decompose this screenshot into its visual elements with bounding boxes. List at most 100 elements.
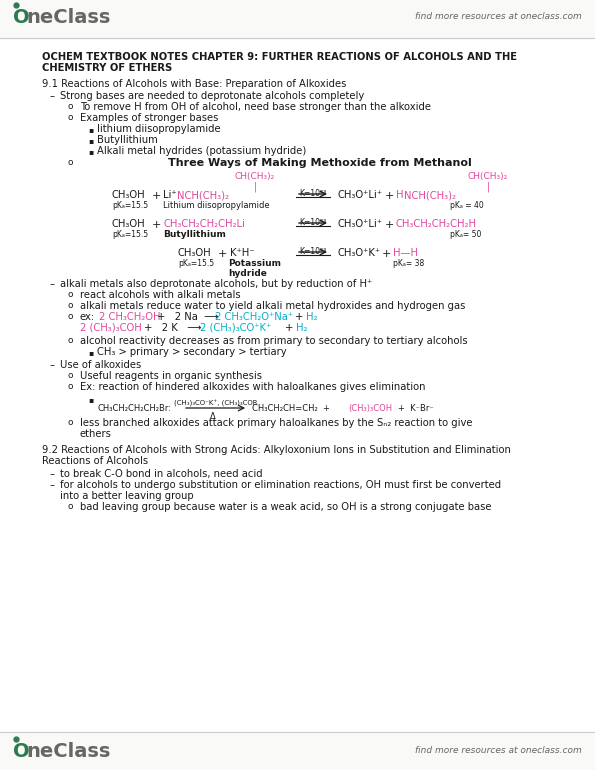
Text: Butyllithium: Butyllithium — [97, 135, 158, 145]
Text: 9.2 Reactions of Alcohols with Strong Acids: Alkyloxonium Ions in Substitution a: 9.2 Reactions of Alcohols with Strong Ac… — [42, 445, 511, 455]
Text: 2 (CH₃)₃COH: 2 (CH₃)₃COH — [80, 323, 142, 333]
Text: K=10²³: K=10²³ — [299, 247, 327, 256]
Text: CH₃O⁺Li⁺: CH₃O⁺Li⁺ — [338, 219, 383, 229]
Text: –: – — [50, 480, 55, 490]
Text: CH₃OH: CH₃OH — [112, 190, 146, 200]
Text: 2 CH₃CH₂OH: 2 CH₃CH₂OH — [99, 312, 161, 322]
Text: ▪: ▪ — [88, 125, 93, 134]
Text: K=10²³: K=10²³ — [299, 218, 327, 227]
Text: Δ: Δ — [210, 412, 216, 421]
Text: CH₃OH: CH₃OH — [178, 248, 212, 258]
Text: Butyllithium: Butyllithium — [163, 230, 226, 239]
Text: pKₐ= 38: pKₐ= 38 — [393, 259, 424, 268]
Text: o: o — [68, 301, 74, 310]
Text: CH₃CH₂CH=CH₂  +: CH₃CH₂CH=CH₂ + — [252, 404, 330, 413]
Text: o: o — [68, 371, 74, 380]
Text: pKₐ = 40: pKₐ = 40 — [450, 201, 484, 210]
Text: Li⁺: Li⁺ — [163, 190, 177, 200]
Text: ethers: ethers — [80, 429, 112, 439]
Text: CH₃CH₂CH₂CH₂Br:: CH₃CH₂CH₂CH₂Br: — [97, 404, 171, 413]
Text: ▪: ▪ — [88, 348, 93, 357]
Text: CH₃O⁺K⁺: CH₃O⁺K⁺ — [338, 248, 381, 258]
Text: less branched alkoxides attack primary haloalkanes by the Sₙ₂ reaction to give: less branched alkoxides attack primary h… — [80, 418, 472, 428]
Text: –: – — [50, 91, 55, 101]
Text: o: o — [68, 382, 74, 391]
Text: Strong bases are needed to deprotonate alcohols completely: Strong bases are needed to deprotonate a… — [60, 91, 364, 101]
Text: CH₃ > primary > secondary > tertiary: CH₃ > primary > secondary > tertiary — [97, 347, 287, 357]
Text: o: o — [68, 102, 74, 111]
Text: o: o — [68, 290, 74, 299]
Text: CH₃CH₂CH₂CH₂H: CH₃CH₂CH₂CH₂H — [396, 219, 477, 229]
Text: pKₐ=15.5: pKₐ=15.5 — [112, 230, 148, 239]
Text: (CH₃)₃CO⁻K⁺, (CH₃)₃COR: (CH₃)₃CO⁻K⁺, (CH₃)₃COR — [174, 400, 258, 407]
Text: pKₐ=15.5: pKₐ=15.5 — [178, 259, 214, 268]
Text: lithium diisopropylamide: lithium diisopropylamide — [97, 124, 221, 134]
Text: Useful reagents in organic synthesis: Useful reagents in organic synthesis — [80, 371, 262, 381]
Text: Alkali metal hydrides (potassium hydride): Alkali metal hydrides (potassium hydride… — [97, 146, 306, 156]
Text: –: – — [50, 279, 55, 289]
Text: O: O — [13, 742, 30, 761]
Text: ▪: ▪ — [88, 395, 93, 404]
Text: alkali metals also deprotonate alcohols, but by reduction of H⁺: alkali metals also deprotonate alcohols,… — [60, 279, 372, 289]
Text: ▪: ▪ — [88, 147, 93, 156]
Text: Lithium diisopropylamide: Lithium diisopropylamide — [163, 201, 270, 210]
Text: |: | — [486, 181, 490, 192]
Text: 9.1 Reactions of Alcohols with Base: Preparation of Alkoxides: 9.1 Reactions of Alcohols with Base: Pre… — [42, 79, 346, 89]
Text: H₂: H₂ — [296, 323, 308, 333]
Text: into a better leaving group: into a better leaving group — [60, 491, 193, 501]
Text: H—H: H—H — [393, 248, 418, 258]
Text: K⁺H⁻: K⁺H⁻ — [230, 248, 255, 258]
Text: hydride: hydride — [228, 269, 267, 278]
Text: +: + — [382, 249, 392, 259]
Text: pKₐ= 50: pKₐ= 50 — [450, 230, 481, 239]
Text: Ex: reaction of hindered alkoxides with haloalkanes gives elimination: Ex: reaction of hindered alkoxides with … — [80, 382, 425, 392]
Text: CH₃CH₂CH₂CH₂Li: CH₃CH₂CH₂CH₂Li — [163, 219, 245, 229]
Text: ex:: ex: — [80, 312, 95, 322]
Text: CH₃OH: CH₃OH — [112, 219, 146, 229]
Text: +: + — [385, 191, 394, 201]
Text: o: o — [68, 418, 74, 427]
Text: bad leaving group because water is a weak acid, so OH is a strong conjugate base: bad leaving group because water is a wea… — [80, 502, 491, 512]
Text: o: o — [68, 158, 74, 167]
Text: Reactions of Alcohols: Reactions of Alcohols — [42, 456, 148, 466]
Text: +: + — [152, 220, 161, 230]
Text: Potassium: Potassium — [228, 259, 281, 268]
Text: neClass: neClass — [26, 8, 111, 27]
Text: H: H — [396, 190, 403, 200]
Text: +: + — [285, 323, 293, 333]
Text: NCH(CH₃)₂: NCH(CH₃)₂ — [177, 190, 229, 200]
Text: pKₐ=15.5: pKₐ=15.5 — [112, 201, 148, 210]
Text: find more resources at oneclass.com: find more resources at oneclass.com — [415, 12, 582, 21]
Text: NCH(CH₃)₂: NCH(CH₃)₂ — [404, 190, 456, 200]
Text: +: + — [152, 191, 161, 201]
Text: ▪: ▪ — [88, 136, 93, 145]
Text: 2 CH₃CH₂O⁺Na⁺: 2 CH₃CH₂O⁺Na⁺ — [215, 312, 293, 322]
Text: +: + — [295, 312, 303, 322]
Text: CH(CH₃)₂: CH(CH₃)₂ — [468, 172, 508, 181]
Text: react alcohols with alkali metals: react alcohols with alkali metals — [80, 290, 240, 300]
Text: o: o — [68, 113, 74, 122]
Text: –: – — [50, 360, 55, 370]
Text: +: + — [385, 220, 394, 230]
Text: CH₃O⁺Li⁺: CH₃O⁺Li⁺ — [338, 190, 383, 200]
Text: Use of alkoxides: Use of alkoxides — [60, 360, 141, 370]
Text: |: | — [253, 181, 256, 192]
Bar — [0, 0, 595, 38]
Text: To remove H from OH of alcohol, need base stronger than the alkoxide: To remove H from OH of alcohol, need bas… — [80, 102, 431, 112]
Text: alkali metals reduce water to yield alkali metal hydroxides and hydrogen gas: alkali metals reduce water to yield alka… — [80, 301, 465, 311]
Text: find more resources at oneclass.com: find more resources at oneclass.com — [415, 746, 582, 755]
Text: +   2 K   ⟶: + 2 K ⟶ — [144, 323, 202, 333]
Text: for alcohols to undergo substitution or elimination reactions, OH must first be : for alcohols to undergo substitution or … — [60, 480, 501, 490]
Text: (CH₃)₃COH: (CH₃)₃COH — [348, 404, 392, 413]
Text: +: + — [218, 249, 227, 259]
Text: o: o — [68, 502, 74, 511]
Text: CH(CH₃)₂: CH(CH₃)₂ — [235, 172, 275, 181]
Text: Three Ways of Making Methoxide from Methanol: Three Ways of Making Methoxide from Meth… — [168, 158, 472, 168]
Text: to break C-O bond in alcohols, need acid: to break C-O bond in alcohols, need acid — [60, 469, 262, 479]
Text: neClass: neClass — [26, 742, 111, 761]
Text: OCHEM TEXTBOOK NOTES CHAPTER 9: FURTHER REACTIONS OF ALCOHOLS AND THE: OCHEM TEXTBOOK NOTES CHAPTER 9: FURTHER … — [42, 52, 517, 62]
Bar — [0, 732, 595, 770]
Text: +   2 Na  ⟶: + 2 Na ⟶ — [157, 312, 218, 322]
Text: 2 (CH₃)₃CO⁺K⁺: 2 (CH₃)₃CO⁺K⁺ — [200, 323, 271, 333]
Text: o: o — [68, 312, 74, 321]
